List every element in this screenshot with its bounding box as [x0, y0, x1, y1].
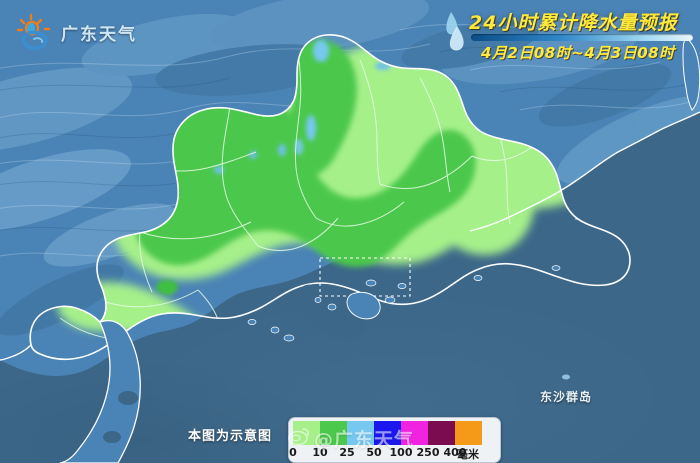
province-border-guangdong	[29, 34, 631, 361]
legend-band-50-100	[374, 421, 401, 445]
inset-box	[319, 257, 411, 297]
legend-tick-400: 400	[443, 446, 467, 459]
legend-tick-50: 50	[366, 446, 382, 459]
legend-tick-250: 250	[416, 446, 440, 459]
brand-logo: 广东天气	[16, 13, 137, 51]
water-drop-icon	[443, 8, 469, 54]
title-divider-bar	[471, 34, 693, 41]
page-title: 24小时累计降水量预报	[469, 12, 678, 34]
leizhou-peninsula	[59, 319, 141, 463]
legend-tick-25: 25	[339, 446, 355, 459]
logo-text: 广东天气	[61, 24, 137, 45]
legend-tick-10: 10	[312, 446, 328, 459]
legend-band-400+	[455, 421, 482, 445]
precipitation-legend: 0 10 25 50 100 250 400 毫米	[288, 417, 501, 463]
coastline	[0, 111, 700, 361]
legend-band-100-250	[401, 421, 428, 445]
title-subtitle: 4月2日08时~4月3日08时	[481, 44, 675, 62]
legend-tick-labels: 0 10 25 50 100 250 400 毫米	[289, 445, 496, 461]
island-label-dongsha: 东沙群岛	[540, 390, 593, 404]
title-block: 24小时累计降水量预报 4月2日08时~4月3日08时	[443, 6, 695, 62]
legend-band-250-400	[428, 421, 455, 445]
dongsha-island-marker	[562, 374, 575, 402]
legend-unit-label: 毫米	[457, 448, 479, 461]
legend-band-0-10	[293, 421, 320, 445]
legend-band-10-25	[320, 421, 347, 445]
legend-color-bands	[293, 421, 496, 445]
legend-tick-0: 0	[289, 446, 297, 459]
legend-tick-100: 100	[389, 446, 413, 459]
legend-band-25-50	[347, 421, 374, 445]
sun-water-drop-icon	[16, 13, 56, 51]
taiwan-sliver	[682, 37, 700, 111]
schematic-note: 本图为示意图	[188, 429, 273, 444]
pearl-river-delta	[247, 257, 561, 342]
